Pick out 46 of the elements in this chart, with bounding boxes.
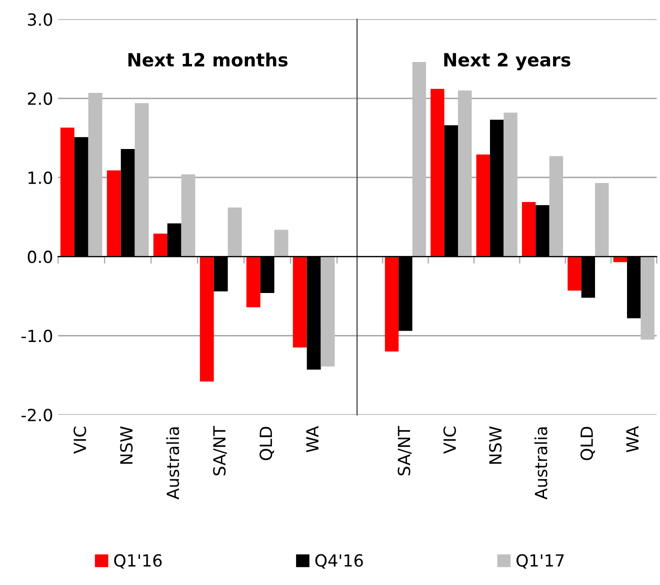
bar: [320, 256, 335, 367]
y-tick-label: 3.0: [28, 13, 52, 26]
x-tick-label: QLD: [580, 426, 595, 460]
x-tick-label: WA: [306, 426, 318, 452]
bar: [430, 88, 444, 257]
x-tick-label: NSW: [120, 426, 133, 464]
bar: [522, 202, 536, 257]
bar: [292, 256, 307, 348]
bar: [246, 256, 260, 308]
y-tick-label: -2.0: [22, 408, 52, 422]
legend-label: Q1'16: [114, 554, 162, 569]
bar: [640, 256, 654, 340]
x-tick-label: NSW: [489, 426, 502, 464]
bar: [384, 256, 399, 352]
y-tick-label: 0.0: [28, 250, 52, 264]
bar: [504, 112, 518, 257]
x-tick-label: SA/NT: [398, 426, 412, 476]
bar: [412, 62, 426, 257]
bar: [228, 208, 242, 257]
legend-label: Q4'16: [315, 554, 363, 569]
bar: [60, 128, 74, 257]
bar: [595, 183, 609, 257]
bar: [88, 92, 102, 257]
x-tick-label: SA/NT: [213, 426, 227, 476]
bar: [200, 256, 214, 382]
x-tick-label: Australia: [534, 427, 548, 500]
x-tick-label: QLD: [260, 426, 274, 460]
bar: [106, 170, 121, 257]
text: Next 2 years: [444, 52, 570, 70]
bar: [181, 174, 196, 257]
bar: [568, 256, 582, 291]
y-tick-label: -1.0: [22, 330, 52, 342]
x-tick-label: VIC: [74, 426, 86, 454]
y-tick-label: 1.0: [28, 171, 52, 184]
bar: [458, 90, 472, 257]
bar: [134, 103, 149, 257]
legend-label: Q1'17: [516, 554, 564, 569]
y-tick-label: 2.0: [28, 92, 52, 105]
bar: [549, 156, 564, 257]
x-tick-label: Australia: [166, 427, 180, 500]
bar: [274, 230, 288, 257]
x-tick-label: WA: [626, 426, 638, 452]
x-tick-label: VIC: [443, 426, 456, 454]
text: Next 12 months: [128, 52, 288, 67]
bar: [153, 234, 168, 257]
bar: [476, 154, 490, 257]
